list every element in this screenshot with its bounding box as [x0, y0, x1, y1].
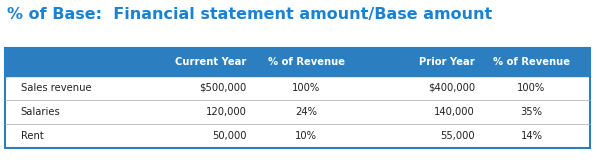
Text: 55,000: 55,000: [440, 131, 475, 141]
Text: 120,000: 120,000: [206, 107, 247, 117]
Text: % of Base:  Financial statement amount/Base amount: % of Base: Financial statement amount/Ba…: [7, 7, 493, 22]
Text: 100%: 100%: [518, 83, 546, 93]
Text: 35%: 35%: [521, 107, 543, 117]
Text: $500,000: $500,000: [199, 83, 247, 93]
Text: 24%: 24%: [296, 107, 317, 117]
Bar: [5, 48, 590, 148]
Text: % of Revenue: % of Revenue: [268, 57, 345, 67]
Text: Rent: Rent: [21, 131, 44, 141]
Text: 50,000: 50,000: [212, 131, 247, 141]
Text: Current Year: Current Year: [176, 57, 247, 67]
Text: 140,000: 140,000: [434, 107, 475, 117]
Text: Sales revenue: Sales revenue: [21, 83, 91, 93]
Text: Salaries: Salaries: [21, 107, 60, 117]
Text: 100%: 100%: [292, 83, 321, 93]
Text: 14%: 14%: [521, 131, 543, 141]
Text: 10%: 10%: [296, 131, 317, 141]
Text: Prior Year: Prior Year: [419, 57, 475, 67]
Bar: [5, 48, 590, 76]
Text: % of Revenue: % of Revenue: [493, 57, 570, 67]
Text: $400,000: $400,000: [427, 83, 475, 93]
